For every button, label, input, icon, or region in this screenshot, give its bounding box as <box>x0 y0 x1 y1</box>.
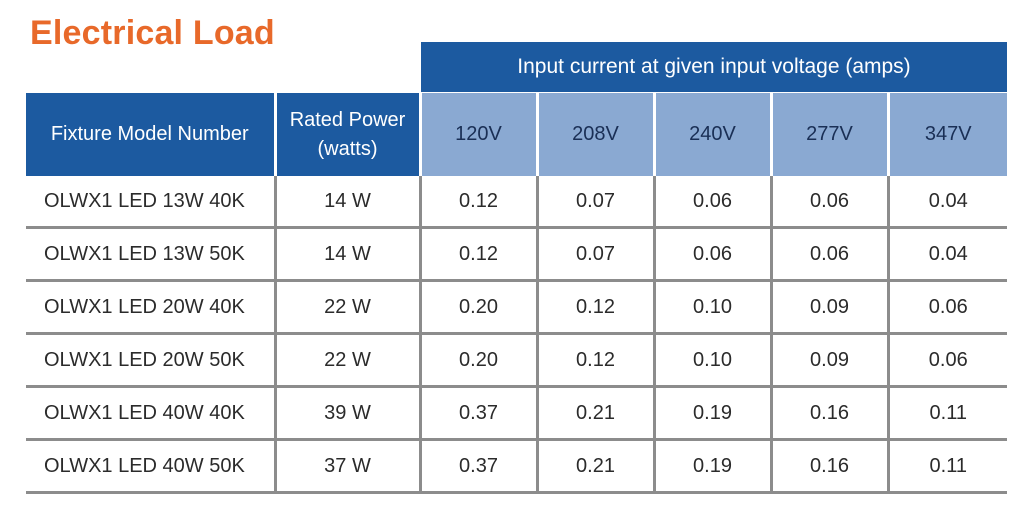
current-cell: 0.04 <box>886 176 1007 229</box>
power-cell: 37 W <box>273 439 420 494</box>
current-cell: 0.11 <box>886 386 1007 441</box>
current-cell: 0.12 <box>418 176 537 229</box>
current-cell: 0.21 <box>535 386 654 441</box>
current-cell: 0.10 <box>652 333 771 388</box>
model-cell: OLWX1 LED 13W 40K <box>26 176 275 229</box>
power-header-line2: (watts) <box>317 137 378 160</box>
table-row: OLWX1 LED 13W 40K 14 W 0.12 0.07 0.06 0.… <box>26 176 1007 229</box>
power-header-line1: Rated Power <box>289 108 406 131</box>
table-row: OLWX1 LED 20W 40K 22 W 0.20 0.12 0.10 0.… <box>26 280 1007 335</box>
section-title: Electrical Load <box>30 14 275 52</box>
table-row: OLWX1 LED 13W 50K 14 W 0.12 0.07 0.06 0.… <box>26 227 1007 282</box>
voltage-group-header: Input current at given input voltage (am… <box>421 42 1007 92</box>
current-cell: 0.07 <box>535 227 654 282</box>
current-cell: 0.12 <box>535 333 654 388</box>
power-cell: 39 W <box>273 386 420 441</box>
voltage-column-header: 120V <box>418 93 537 176</box>
power-cell: 14 W <box>273 227 420 282</box>
current-cell: 0.06 <box>652 227 771 282</box>
current-cell: 0.16 <box>769 439 888 494</box>
current-cell: 0.10 <box>652 280 771 335</box>
power-cell: 22 W <box>273 333 420 388</box>
current-cell: 0.19 <box>652 439 771 494</box>
current-cell: 0.37 <box>418 386 537 441</box>
current-cell: 0.06 <box>652 176 771 229</box>
model-column-header: Fixture Model Number <box>26 93 275 176</box>
current-cell: 0.06 <box>769 227 888 282</box>
current-cell: 0.06 <box>886 280 1007 335</box>
power-cell: 22 W <box>273 280 420 335</box>
voltage-column-header: 277V <box>769 93 888 176</box>
model-cell: OLWX1 LED 20W 40K <box>26 280 275 335</box>
voltage-column-header: 240V <box>652 93 771 176</box>
current-cell: 0.06 <box>769 176 888 229</box>
current-cell: 0.09 <box>769 333 888 388</box>
power-cell: 14 W <box>273 176 420 229</box>
current-cell: 0.19 <box>652 386 771 441</box>
current-cell: 0.20 <box>418 280 537 335</box>
current-cell: 0.12 <box>535 280 654 335</box>
current-cell: 0.06 <box>886 333 1007 388</box>
voltage-column-header: 208V <box>535 93 654 176</box>
current-cell: 0.12 <box>418 227 537 282</box>
electrical-load-table: Fixture Model Number Rated Power (watts)… <box>26 93 1007 494</box>
power-column-header: Rated Power (watts) <box>273 93 420 176</box>
table-row: OLWX1 LED 40W 50K 37 W 0.37 0.21 0.19 0.… <box>26 439 1007 494</box>
table-row: OLWX1 LED 40W 40K 39 W 0.37 0.21 0.19 0.… <box>26 386 1007 441</box>
current-cell: 0.04 <box>886 227 1007 282</box>
current-cell: 0.20 <box>418 333 537 388</box>
current-cell: 0.37 <box>418 439 537 494</box>
model-cell: OLWX1 LED 40W 40K <box>26 386 275 441</box>
table-row: OLWX1 LED 20W 50K 22 W 0.20 0.12 0.10 0.… <box>26 333 1007 388</box>
voltage-column-header: 347V <box>886 93 1007 176</box>
current-cell: 0.07 <box>535 176 654 229</box>
current-cell: 0.21 <box>535 439 654 494</box>
current-cell: 0.09 <box>769 280 888 335</box>
header-row: Fixture Model Number Rated Power (watts)… <box>26 93 1007 176</box>
model-cell: OLWX1 LED 20W 50K <box>26 333 275 388</box>
current-cell: 0.11 <box>886 439 1007 494</box>
model-cell: OLWX1 LED 13W 50K <box>26 227 275 282</box>
current-cell: 0.16 <box>769 386 888 441</box>
model-cell: OLWX1 LED 40W 50K <box>26 439 275 494</box>
